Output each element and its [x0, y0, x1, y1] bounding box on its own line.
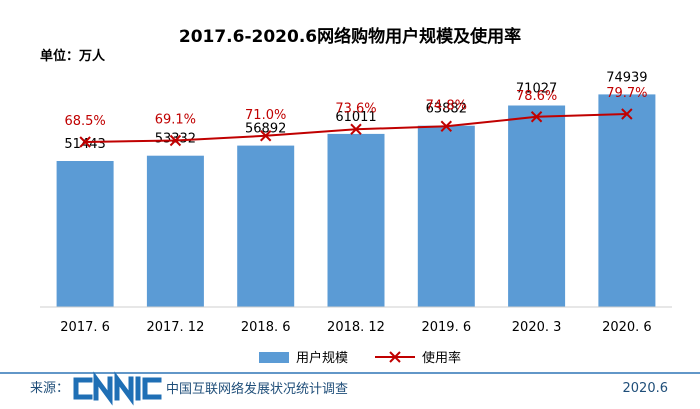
rate-marker-4 — [440, 120, 452, 132]
bar-value-label-0: 51443 — [64, 137, 105, 152]
legend-bar-label: 用户规模 — [296, 350, 348, 366]
rate-value-label-1: 69.1% — [155, 113, 196, 128]
rate-marker-2 — [260, 130, 272, 142]
x-tick-label-5: 2020. 3 — [512, 320, 562, 335]
bar-value-label-5: 71027 — [516, 82, 557, 97]
legend-line-label: 使用率 — [422, 350, 461, 366]
rate-value-label-0: 68.5% — [64, 114, 105, 129]
bar-value-label-2: 56892 — [245, 122, 286, 137]
logo-letter-c1 — [73, 377, 93, 400]
source-label: 来源： — [30, 381, 69, 396]
rate-value-label-5: 78.6% — [516, 89, 557, 104]
logo-letter-c2 — [142, 377, 162, 400]
x-tick-label-6: 2020. 6 — [602, 320, 652, 335]
rate-value-labels: 68.5% 69.1% 71.0% 73.6% 74.8% 78.6% 79.7% — [64, 86, 647, 129]
logo-letter-n2 — [114, 371, 134, 406]
bar-3 — [327, 133, 385, 307]
legend-x-marker-icon — [389, 351, 401, 363]
rate-value-label-2: 71.0% — [245, 108, 286, 123]
x-tick-label-1: 2017. 12 — [146, 320, 204, 335]
footer-date: 2020.6 — [623, 381, 669, 396]
x-tick-label-3: 2018. 12 — [327, 320, 385, 335]
bar-value-label-3: 61011 — [335, 110, 376, 125]
org-name: 中国互联网络发展状况统计调查 — [166, 381, 348, 397]
legend: 用户规模 使用率 — [259, 350, 461, 366]
bar-5 — [508, 105, 566, 307]
bar-6 — [598, 94, 656, 308]
rate-value-label-3: 73.6% — [335, 101, 376, 116]
rate-markers — [79, 108, 633, 148]
rate-marker-6 — [621, 108, 633, 120]
x-tick-labels: 2017. 6 2017. 12 2018. 6 2018. 12 2019. 6 202… — [60, 320, 651, 335]
bar-series-user-scale — [56, 94, 656, 308]
legend-bar-swatch — [259, 352, 289, 363]
bar-0 — [56, 161, 114, 307]
x-tick-label-0: 2017. 6 — [60, 320, 110, 335]
bar-2 — [237, 145, 295, 307]
bar-4 — [417, 125, 475, 307]
logo-letter-n1 — [93, 371, 113, 406]
bar-value-label-6: 74939 — [606, 70, 647, 85]
x-tick-label-4: 2019. 6 — [421, 320, 471, 335]
cnnic-logo — [73, 371, 162, 406]
unit-label: 单位：万人 — [40, 48, 106, 64]
rate-value-label-4: 74.8% — [426, 98, 467, 113]
rate-value-label-6: 79.7% — [606, 86, 647, 101]
chart-title: 2017.6-2020.6网络购物用户规模及使用率 — [179, 26, 521, 47]
bar-value-labels: 51443533325689261011638827102774939 — [64, 70, 647, 152]
bar-value-label-4: 63882 — [426, 102, 467, 117]
rate-marker-5 — [530, 111, 543, 123]
x-tick-label-2: 2018. 6 — [241, 320, 291, 335]
bar-1 — [146, 155, 204, 307]
rate-marker-0 — [79, 136, 91, 148]
rate-marker-1 — [169, 134, 182, 147]
rate-marker-3 — [350, 123, 362, 135]
